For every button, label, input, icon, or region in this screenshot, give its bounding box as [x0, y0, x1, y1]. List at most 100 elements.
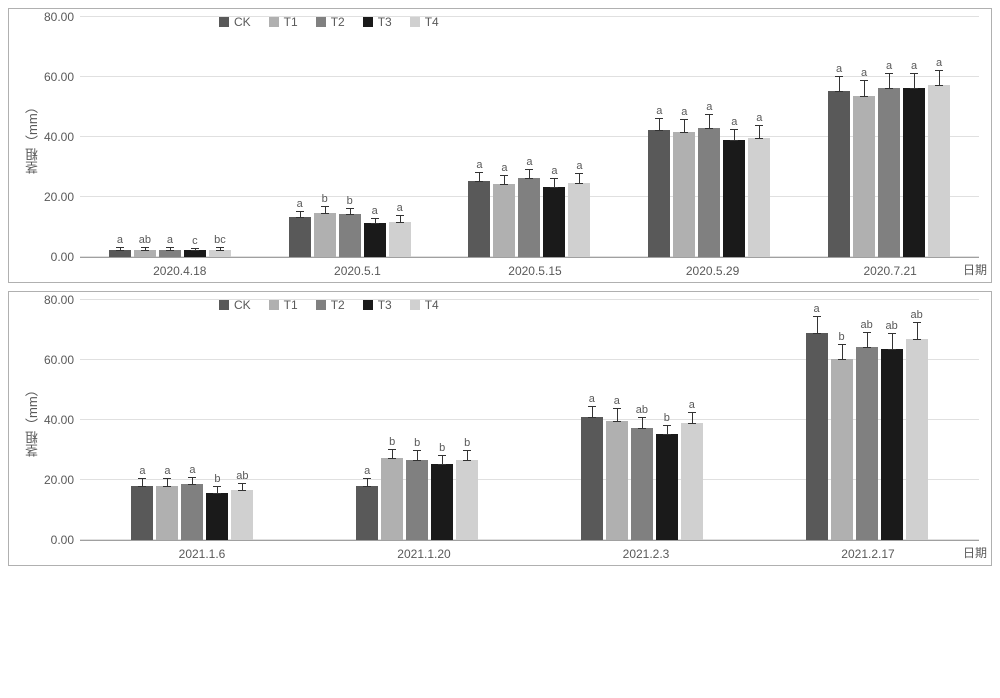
bar	[881, 349, 903, 540]
error-bar	[935, 70, 943, 87]
bar	[159, 250, 181, 257]
x-tick: 2021.1.20	[313, 547, 535, 561]
error-bar	[475, 172, 483, 183]
significance-label: a	[372, 205, 378, 217]
x-axis-ticks: 2021.1.62021.1.202021.2.32021.2.17	[91, 547, 979, 561]
error-bar	[910, 73, 918, 89]
significance-label: ab	[860, 319, 872, 331]
bar-column: a	[806, 303, 828, 540]
bar-column: ab	[231, 470, 253, 540]
error-bar	[663, 425, 671, 436]
significance-label: b	[414, 437, 420, 449]
error-bar	[655, 118, 663, 131]
bar	[806, 333, 828, 540]
bar-group: aaaaa	[648, 101, 770, 257]
error-bar	[913, 322, 921, 340]
x-tick: 2021.2.3	[535, 547, 757, 561]
significance-label: a	[297, 198, 303, 210]
bar	[878, 88, 900, 257]
error-bar	[371, 218, 379, 224]
bar-column: a	[156, 465, 178, 540]
error-bar	[885, 73, 893, 90]
bar-column: a	[723, 116, 745, 257]
significance-label: a	[836, 63, 842, 75]
bar-column: b	[406, 437, 428, 540]
x-axis-label: 日期	[963, 544, 987, 561]
bar	[631, 428, 653, 541]
bar	[543, 187, 565, 257]
error-bar	[575, 173, 583, 184]
significance-label: a	[476, 159, 482, 171]
x-tick: 2020.7.21	[801, 264, 979, 278]
significance-label: a	[886, 60, 892, 72]
bar-group: aaaaa	[468, 156, 590, 257]
error-bar	[755, 125, 763, 138]
bar	[134, 250, 156, 257]
significance-label: ab	[910, 309, 922, 321]
bar-column: a	[903, 60, 925, 257]
error-bar	[463, 450, 471, 461]
error-bar	[188, 477, 196, 485]
plot-area: aabacbcabbaaaaaaaaaaaaaaaaa	[80, 17, 979, 258]
bar-column: a	[606, 395, 628, 540]
significance-label: a	[911, 60, 917, 72]
x-tick: 2020.4.18	[91, 264, 269, 278]
error-bar	[863, 332, 871, 349]
bar-column: bc	[209, 234, 231, 257]
y-axis-label: 茎粗（mm）	[21, 300, 44, 540]
bar	[156, 486, 178, 540]
bar-column: a	[356, 465, 378, 540]
bar-column: b	[656, 412, 678, 540]
bar	[231, 490, 253, 540]
error-bar	[860, 80, 868, 97]
error-bar	[838, 344, 846, 360]
bar	[131, 486, 153, 540]
bar	[853, 96, 875, 257]
bar-column: a	[181, 464, 203, 540]
bar-column: a	[389, 202, 411, 257]
bar	[903, 88, 925, 257]
significance-label: b	[464, 437, 470, 449]
error-bar	[138, 478, 146, 486]
significance-label: a	[681, 106, 687, 118]
error-bar	[550, 178, 558, 188]
x-tick: 2021.1.6	[91, 547, 313, 561]
bar-column: a	[364, 205, 386, 258]
bar	[381, 458, 403, 540]
bar	[181, 484, 203, 540]
bar-column: b	[339, 195, 361, 257]
significance-label: a	[139, 465, 145, 477]
bar	[389, 222, 411, 257]
bar	[356, 486, 378, 540]
bar-column: c	[184, 235, 206, 257]
bar-column: a	[673, 106, 695, 257]
error-bar	[238, 483, 246, 491]
bar	[468, 181, 490, 257]
bar	[856, 347, 878, 540]
error-bar	[813, 316, 821, 334]
bar-column: a	[828, 63, 850, 257]
bar	[673, 132, 695, 257]
error-bar	[638, 417, 646, 429]
bar	[748, 138, 770, 257]
bar-group: aaaaa	[828, 57, 950, 257]
bar	[406, 460, 428, 540]
significance-label: a	[689, 399, 695, 411]
x-tick: 2020.5.1	[269, 264, 447, 278]
x-axis-ticks: 2020.4.182020.5.12020.5.152020.5.292020.…	[91, 264, 979, 278]
bar-column: ab	[856, 319, 878, 540]
significance-label: a	[167, 234, 173, 246]
bar	[681, 423, 703, 540]
bar-column: a	[928, 57, 950, 257]
significance-label: b	[214, 473, 220, 485]
bar-column: a	[648, 105, 670, 257]
significance-label: a	[731, 116, 737, 128]
significance-label: a	[656, 105, 662, 117]
bar-column: a	[568, 160, 590, 257]
bar	[206, 493, 228, 540]
significance-label: a	[164, 465, 170, 477]
bar-group: abbaa	[289, 193, 411, 257]
bar	[493, 184, 515, 257]
significance-label: b	[839, 331, 845, 343]
bar-column: b	[314, 193, 336, 257]
